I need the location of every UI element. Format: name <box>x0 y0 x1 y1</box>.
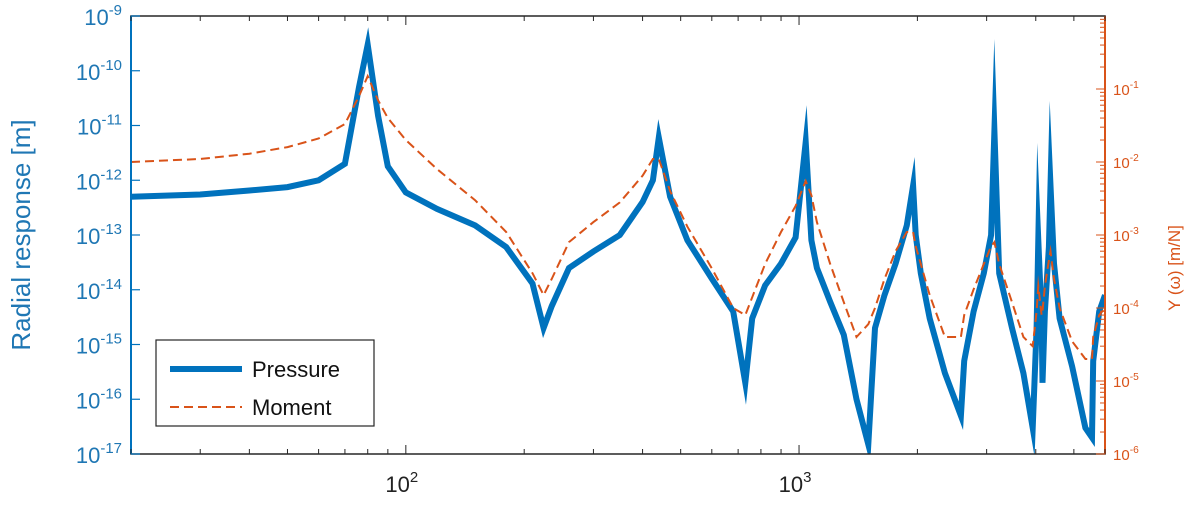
right-tick-label: 10-1 <box>1113 80 1139 99</box>
left-tick-label: 10-10 <box>76 57 122 85</box>
x-tick-label-base: 10 <box>779 472 803 497</box>
left-tick-label-base: 10 <box>76 334 100 359</box>
right-tick-label-base: 10 <box>1113 228 1130 245</box>
right-tick-label-base: 10 <box>1113 301 1130 318</box>
left-tick-label-exp: -15 <box>100 331 122 348</box>
x-tick-label-exp: 2 <box>410 469 418 486</box>
left-tick-label: 10-13 <box>76 221 122 249</box>
left-tick-label: 10-12 <box>76 166 122 194</box>
right-tick-label-exp: -6 <box>1130 445 1139 456</box>
left-tick-label-exp: -13 <box>100 221 122 238</box>
x-tick-label: 103 <box>779 469 812 497</box>
right-axis-ticks: 10-110-210-310-410-510-6 <box>1096 18 1139 464</box>
legend: Pressure Moment <box>155 339 375 427</box>
right-tick-label-exp: -4 <box>1130 299 1139 310</box>
left-tick-label: 10-16 <box>76 385 122 413</box>
x-tick-label-base: 10 <box>385 472 409 497</box>
left-tick-label-exp: -12 <box>100 166 122 183</box>
left-axis-ticks: 10-910-1010-1110-1210-1310-1410-1510-161… <box>76 2 140 468</box>
left-tick-label-exp: -14 <box>100 276 122 293</box>
left-tick-label-exp: -11 <box>101 112 122 129</box>
left-tick-label-base: 10 <box>76 388 100 413</box>
right-tick-label-base: 10 <box>1113 374 1130 391</box>
left-tick-label: 10-17 <box>76 440 122 468</box>
legend-label-moment: Moment <box>252 395 331 420</box>
right-axis-label: Y (ω) [m/N] <box>1165 225 1184 311</box>
left-tick-label-base: 10 <box>84 5 108 30</box>
left-tick-label: 10-11 <box>77 112 122 140</box>
x-tick-label-exp: 3 <box>803 469 811 486</box>
left-tick-label-base: 10 <box>76 443 100 468</box>
x-axis-ticks: 102 103 <box>130 16 1106 497</box>
series-line-pressure <box>131 27 1105 454</box>
right-tick-label: 10-6 <box>1113 445 1139 464</box>
series-line-moment <box>131 73 1105 360</box>
left-tick-label-exp: -17 <box>100 440 122 457</box>
left-tick-label-exp: -9 <box>109 2 122 19</box>
left-tick-label-exp: -10 <box>100 57 122 74</box>
right-tick-label-exp: -3 <box>1130 226 1139 237</box>
right-tick-label-base: 10 <box>1113 447 1130 464</box>
left-tick-label-base: 10 <box>76 224 100 249</box>
right-tick-label-base: 10 <box>1113 155 1130 172</box>
left-tick-label: 10-9 <box>84 2 122 30</box>
left-tick-label: 10-14 <box>76 276 122 304</box>
left-tick-label-base: 10 <box>77 115 101 140</box>
right-tick-label: 10-5 <box>1113 372 1139 391</box>
left-tick-label-exp: -16 <box>100 385 122 402</box>
right-tick-label: 10-3 <box>1113 226 1139 245</box>
left-axis-label: Radial response [m] <box>6 119 36 350</box>
right-tick-label-exp: -1 <box>1130 80 1139 91</box>
right-tick-label: 10-4 <box>1113 299 1139 318</box>
x-tick-label: 102 <box>385 469 418 497</box>
left-tick-label: 10-15 <box>76 331 122 359</box>
right-tick-label: 10-2 <box>1113 153 1139 172</box>
left-tick-label-base: 10 <box>76 279 100 304</box>
right-tick-label-exp: -2 <box>1130 153 1139 164</box>
legend-box <box>155 339 375 427</box>
legend-label-pressure: Pressure <box>252 357 340 382</box>
left-tick-label-base: 10 <box>76 60 100 85</box>
series-layer <box>131 27 1105 454</box>
right-tick-label-exp: -5 <box>1130 372 1139 383</box>
left-tick-label-base: 10 <box>76 169 100 194</box>
right-tick-label-base: 10 <box>1113 82 1130 99</box>
